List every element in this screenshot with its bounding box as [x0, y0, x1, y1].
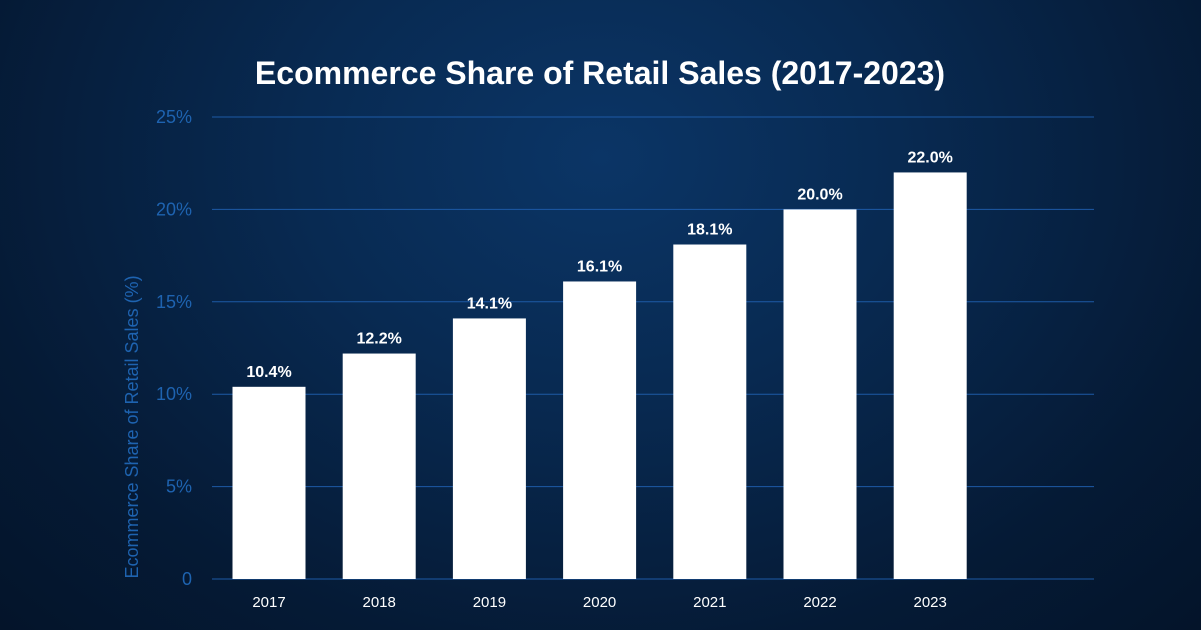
x-tick-label-2020: 2020 — [583, 594, 616, 611]
bar-2018 — [342, 353, 416, 579]
x-tick-label-2023: 2023 — [914, 594, 947, 611]
x-tick-label-2021: 2021 — [693, 594, 726, 611]
y-tick-label: 15% — [156, 292, 192, 312]
y-tick-label: 5% — [166, 477, 192, 497]
x-tick-label-2017: 2017 — [252, 594, 285, 611]
bars — [232, 172, 967, 579]
data-label-2019: 14.1% — [467, 295, 512, 312]
x-axis-ticks: 2017 2018 2019 2020 2021 2022 2023 — [252, 594, 947, 611]
x-tick-label-2019: 2019 — [473, 594, 506, 611]
y-tick-label: 10% — [156, 384, 192, 404]
data-label-2023: 22.0% — [908, 149, 953, 166]
x-tick-label-2018: 2018 — [363, 594, 396, 611]
bar-2023 — [893, 172, 967, 579]
y-axis-label: Ecommerce Share of Retail Sales (%) — [122, 275, 142, 578]
bar-2019 — [452, 318, 526, 579]
chart-title: Ecommerce Share of Retail Sales (2017-20… — [255, 55, 945, 91]
bar-2022 — [783, 209, 857, 579]
y-tick-label: 25% — [156, 107, 192, 127]
bar-2020 — [563, 281, 637, 579]
y-axis-ticks: 0 5% 10% 15% 20% 25% — [156, 107, 192, 589]
data-labels: 10.4% 12.2% 14.1% 16.1% 18.1% 20.0% 22.0% — [246, 149, 953, 380]
y-tick-label: 20% — [156, 199, 192, 219]
bar-2021 — [673, 244, 747, 579]
data-label-2017: 10.4% — [246, 364, 291, 381]
data-label-2020: 16.1% — [577, 258, 622, 275]
data-label-2018: 12.2% — [357, 331, 402, 348]
x-tick-label-2022: 2022 — [803, 594, 836, 611]
data-label-2021: 18.1% — [687, 222, 732, 239]
y-tick-label: 0 — [182, 569, 192, 589]
data-label-2022: 20.0% — [797, 186, 842, 203]
bar-2017 — [232, 386, 306, 579]
